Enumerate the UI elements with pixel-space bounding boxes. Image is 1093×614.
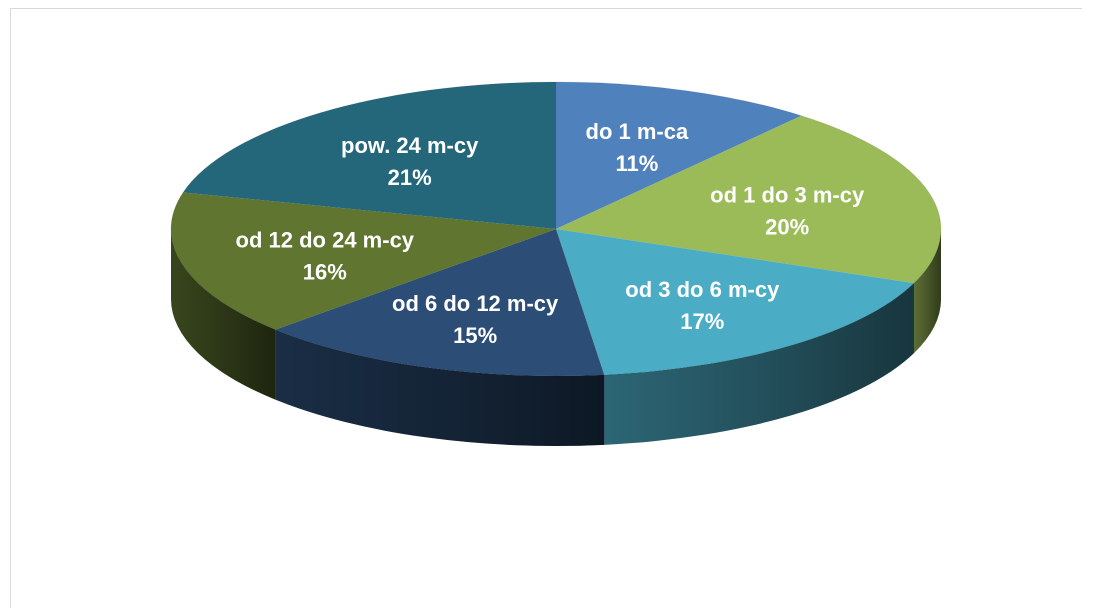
pie-labels: do 1 m-ca 11% od 1 do 3 m-cy 20% od 3 do 6 m… [236,119,865,348]
slice-value-label: 11% [615,151,658,176]
slice-category-label: do 1 m-ca [586,119,689,144]
slice-category-label: od 1 do 3 m-cy [710,182,865,207]
chart-frame [10,8,1082,608]
slice-category-label: od 12 do 24 m-cy [236,228,415,253]
pie-slice-od-6-do-12-m-cy [275,229,605,376]
pie-slice-od-12-do-24-m-cy [171,192,556,330]
pie-slice-do-1-m-ca [556,82,802,229]
slice-category-label: od 3 do 6 m-cy [625,277,780,302]
pie-side-shade-od-6-do-12-m-cy [275,329,605,446]
pie-slice-pow-24-m-cy [183,82,556,229]
pie-side-shade-od-1-do-3-m-cy [913,229,941,354]
pie-slice-od-3-do-6-m-cy [556,229,914,375]
pie-rim [170,81,942,377]
slice-value-label: 21% [388,165,432,190]
slice-category-label: od 6 do 12 m-cy [392,291,559,316]
pie-tops [170,81,942,377]
pie-side-shade-od-12-do-24-m-cy [171,229,276,400]
slice-category-label: pow. 24 m-cy [341,133,479,158]
pie-sides [171,229,941,446]
slice-value-label: 20% [765,214,809,239]
slice-value-label: 15% [453,323,497,348]
slice-value-label: 16% [303,260,347,285]
slice-value-label: 17% [680,309,724,334]
pie-slice-od-1-do-3-m-cy [556,115,941,284]
pie-side-shade-od-3-do-6-m-cy [604,283,914,445]
